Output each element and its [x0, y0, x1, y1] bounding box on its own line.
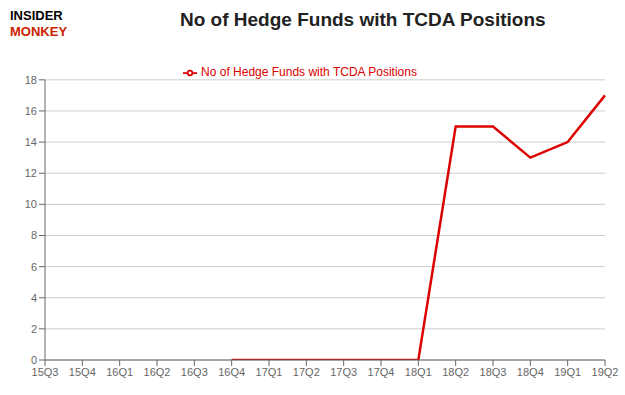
svg-text:16Q1: 16Q1: [106, 366, 133, 378]
svg-text:17Q4: 17Q4: [368, 366, 395, 378]
svg-text:2: 2: [31, 323, 37, 335]
svg-text:17Q1: 17Q1: [256, 366, 283, 378]
svg-text:16Q2: 16Q2: [144, 366, 171, 378]
svg-text:16Q3: 16Q3: [181, 366, 208, 378]
html-text:No of Hedge Funds with TCDA Po: No of Hedge Funds with TCDA Positions: [201, 65, 417, 79]
svg-text:12: 12: [25, 167, 37, 179]
svg-text:17Q2: 17Q2: [293, 366, 320, 378]
svg-text:18Q2: 18Q2: [442, 366, 469, 378]
svg-text:8: 8: [31, 229, 37, 241]
svg-text:15Q3: 15Q3: [32, 366, 59, 378]
svg-text:16Q4: 16Q4: [218, 366, 245, 378]
html-text:No of Hedge Funds with TCDA Po: No of Hedge Funds with TCDA Positions: [180, 9, 546, 30]
svg-text:15Q4: 15Q4: [69, 366, 96, 378]
svg-text:18: 18: [25, 74, 37, 86]
svg-text:10: 10: [25, 198, 37, 210]
svg-text:18Q4: 18Q4: [517, 366, 544, 378]
svg-text:0: 0: [31, 354, 37, 366]
svg-text:19Q2: 19Q2: [592, 366, 617, 378]
html-text:MONKEY: MONKEY: [10, 24, 68, 39]
svg-text:14: 14: [25, 136, 37, 148]
svg-text:6: 6: [31, 261, 37, 273]
svg-text:18Q3: 18Q3: [480, 366, 507, 378]
svg-text:16: 16: [25, 105, 37, 117]
html-text:INSIDER: INSIDER: [10, 8, 63, 23]
svg-text:4: 4: [31, 292, 37, 304]
svg-text:18Q1: 18Q1: [405, 366, 432, 378]
svg-text:17Q3: 17Q3: [330, 366, 357, 378]
svg-text:19Q1: 19Q1: [554, 366, 581, 378]
